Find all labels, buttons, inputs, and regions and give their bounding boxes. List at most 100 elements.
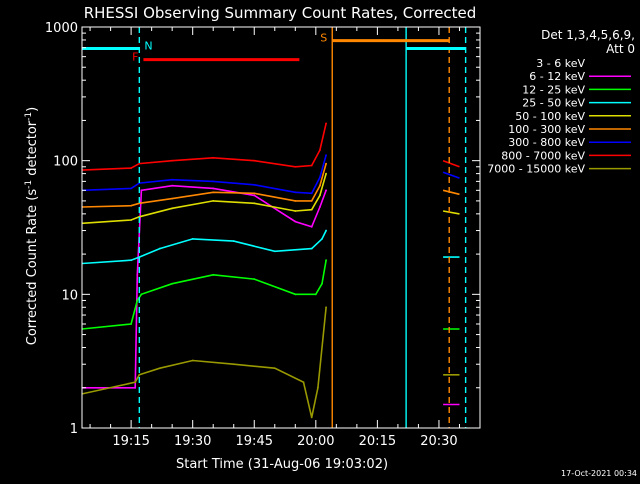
- post-gap-series-line: [442, 210, 460, 215]
- flag-label: F: [132, 51, 138, 64]
- x-axis-label: Start Time (31-Aug-06 19:03:02): [176, 457, 388, 472]
- legend-entry: 800 - 7000 keV: [501, 149, 585, 162]
- series-point: [212, 273, 215, 276]
- detector-info: Det 1,3,4,5,6,9,: [541, 28, 635, 42]
- x-tick-label: 20:00: [297, 434, 334, 449]
- series-point: [319, 184, 321, 187]
- series-point: [325, 122, 327, 125]
- series-point: [171, 197, 174, 200]
- series-point: [294, 206, 297, 208]
- series-point: [325, 162, 327, 165]
- flag-label: N: [144, 40, 152, 53]
- series-point: [171, 207, 174, 210]
- series-point: [310, 208, 313, 211]
- legend-entry: 6 - 12 keV: [529, 70, 585, 83]
- series-point: [212, 156, 215, 159]
- series-line: [82, 173, 327, 225]
- series-point: [140, 144, 143, 147]
- series-point: [191, 237, 194, 240]
- series-point: [130, 167, 133, 169]
- legend-entry: 100 - 300 keV: [508, 123, 585, 136]
- series-point: [130, 204, 133, 207]
- series-point: [253, 176, 256, 179]
- series-point: [191, 359, 194, 362]
- legend-entry: 25 - 50 keV: [522, 97, 585, 110]
- post-gap-series-line: [442, 159, 460, 168]
- series-point: [171, 149, 174, 151]
- x-tick-label: 20:15: [359, 434, 396, 449]
- series-point: [319, 149, 321, 151]
- series-point: [212, 200, 215, 202]
- series-point: [325, 154, 327, 157]
- y-axis-label: Corrected Count Rate (s-1 detector-1): [24, 107, 40, 345]
- series-point: [253, 194, 256, 197]
- series-point: [212, 180, 215, 183]
- legend-entry: 12 - 25 keV: [522, 83, 585, 96]
- post-gap-series-line: [442, 171, 460, 179]
- series-point: [134, 381, 137, 384]
- series-point: [134, 386, 137, 389]
- series-point: [294, 210, 297, 212]
- series-point: [158, 367, 161, 370]
- series-point: [319, 194, 321, 197]
- series-line: [82, 154, 327, 195]
- series-point: [321, 282, 323, 285]
- series-point: [294, 293, 297, 296]
- flag-label: S: [320, 32, 327, 45]
- series-point: [171, 178, 174, 181]
- series-point: [130, 219, 133, 221]
- series-point: [138, 162, 141, 165]
- series-point: [302, 381, 305, 384]
- series-point: [310, 225, 313, 228]
- series-point: [130, 323, 133, 325]
- series-point: [325, 172, 327, 175]
- x-tick-label: 19:15: [112, 434, 149, 449]
- legend-entry: 7000 - 15000 keV: [487, 163, 585, 176]
- x-tick-label: 20:30: [420, 434, 457, 449]
- series-point: [325, 189, 327, 192]
- series-point: [171, 282, 174, 285]
- series-line: [82, 230, 327, 265]
- legend-entry: 50 - 100 keV: [515, 110, 585, 123]
- series-point: [130, 187, 133, 190]
- plot-frame: [81, 26, 481, 429]
- series-point: [138, 373, 141, 376]
- series-point: [314, 293, 317, 296]
- series-point: [140, 293, 143, 296]
- legend-entry: 300 - 800 keV: [508, 136, 585, 149]
- series-point: [130, 259, 133, 262]
- series-point: [171, 159, 174, 162]
- series-point: [140, 189, 143, 192]
- series-point: [310, 200, 313, 202]
- series-point: [294, 191, 297, 194]
- series-point: [325, 259, 327, 262]
- series-line: [82, 123, 327, 171]
- series-point: [253, 183, 256, 186]
- x-tick-label: 19:30: [174, 434, 211, 449]
- series-point: [136, 299, 139, 302]
- series-point: [319, 176, 321, 179]
- series-point: [253, 192, 256, 195]
- x-tick-label: 19:45: [236, 434, 273, 449]
- y-tick-label: 1: [70, 422, 78, 437]
- post-gap-series-line: [442, 194, 460, 202]
- y-tick-label: 1000: [45, 21, 78, 36]
- series-point: [325, 229, 327, 232]
- series-point: [310, 416, 313, 419]
- series-point: [310, 212, 313, 215]
- series-point: [316, 386, 319, 389]
- series-point: [253, 278, 256, 281]
- series-point: [171, 184, 174, 187]
- series-line: [82, 163, 327, 208]
- series-point: [253, 159, 256, 162]
- series-point: [136, 273, 139, 276]
- series-point: [294, 200, 297, 202]
- series-point: [212, 159, 215, 162]
- legend-entry: 3 - 6 keV: [536, 57, 585, 70]
- y-tick-label: 100: [53, 155, 78, 170]
- series-point: [253, 202, 256, 205]
- series-point: [294, 165, 297, 168]
